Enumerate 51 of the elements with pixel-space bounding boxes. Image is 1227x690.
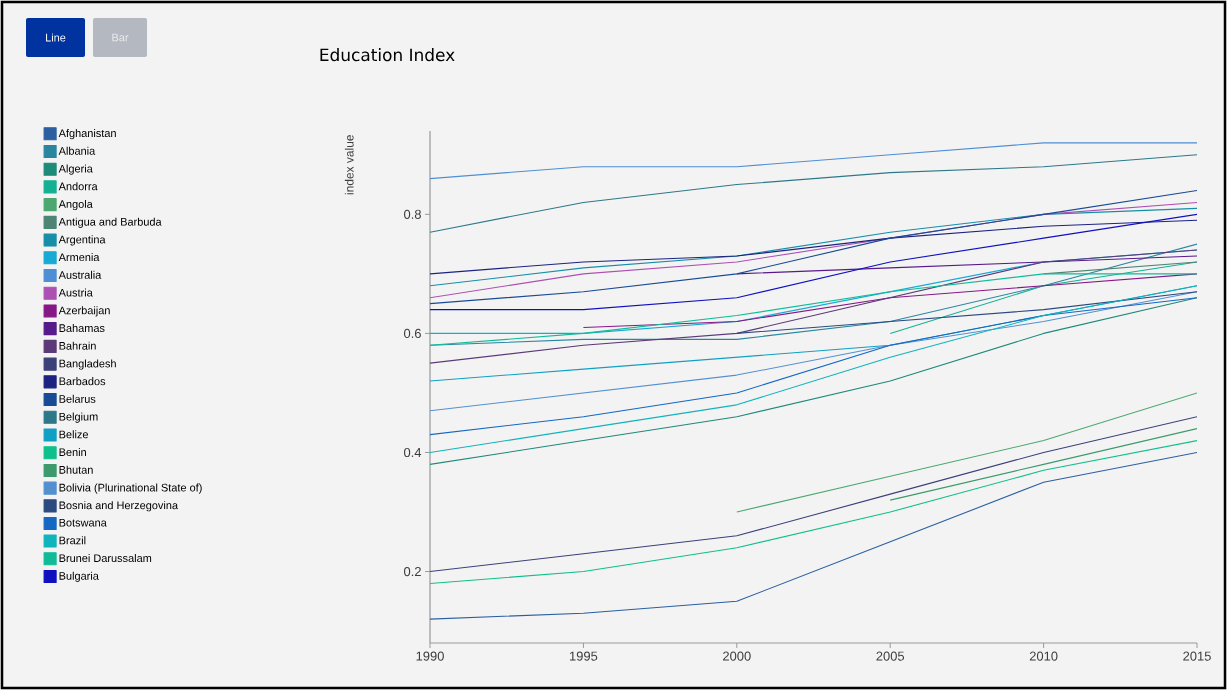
legend-label: Azerbaijan bbox=[58, 306, 110, 317]
x-tick-label: 2005 bbox=[876, 651, 905, 661]
legend-label: Bulgaria bbox=[59, 571, 99, 582]
legend-label: Algeria bbox=[58, 164, 93, 175]
y-tick-label: 0.4 bbox=[404, 447, 422, 458]
legend-label: Australia bbox=[58, 270, 102, 279]
legend-label: Belize bbox=[59, 430, 89, 439]
legend-label: Argentina bbox=[58, 235, 106, 246]
legend-label: Andorra bbox=[58, 182, 98, 191]
legend-label: Bahrain bbox=[59, 341, 96, 350]
legend-label: Albania bbox=[58, 146, 96, 155]
legend-label: Bolivia (Plurinational State of) bbox=[59, 483, 202, 494]
text: Line bbox=[46, 33, 66, 42]
line-series bbox=[430, 297, 1198, 436]
line-series bbox=[430, 207, 1198, 287]
line-series bbox=[430, 451, 1198, 620]
y-tick-label: 0.6 bbox=[404, 328, 421, 338]
legend-label: Barbados bbox=[59, 377, 106, 386]
x-tick-label: 2000 bbox=[723, 651, 751, 661]
legend-label: Belgium bbox=[59, 412, 98, 423]
line-series bbox=[430, 189, 1198, 305]
legend-label: Armenia bbox=[58, 253, 100, 262]
legend-label: Brazil bbox=[59, 536, 86, 545]
y-axis-title: index value bbox=[344, 135, 354, 195]
x-tick-label: 1990 bbox=[416, 651, 444, 661]
line-series bbox=[430, 416, 1198, 573]
x-tick-label: 1995 bbox=[569, 651, 598, 661]
line-series bbox=[430, 213, 1198, 311]
legend-label: Benin bbox=[59, 448, 86, 457]
legend-label: Afghanistan bbox=[58, 129, 116, 140]
legend-label: Antigua and Barbuda bbox=[58, 217, 162, 228]
legend-label: Austria bbox=[58, 288, 93, 297]
line-series bbox=[430, 154, 1198, 233]
legend-label: Angola bbox=[58, 199, 93, 211]
line-series bbox=[736, 291, 1198, 334]
x-tick-label: 2015 bbox=[1183, 651, 1211, 661]
legend-label: Bangladesh bbox=[59, 359, 116, 370]
legend-label: Bhutan bbox=[59, 465, 93, 474]
legend-label: Botswana bbox=[59, 518, 107, 527]
y-tick-label: 0.2 bbox=[404, 566, 421, 577]
x-tick-label: 2010 bbox=[1029, 651, 1058, 661]
legend-label: Bosnia and Herzegovina bbox=[59, 501, 179, 512]
legend-label: Belarus bbox=[59, 394, 96, 403]
line-series bbox=[430, 219, 1198, 275]
chart-title: Education Index bbox=[320, 48, 455, 62]
line-series bbox=[736, 392, 1198, 513]
y-tick-label: 0.8 bbox=[404, 209, 421, 219]
line-series bbox=[430, 142, 1198, 180]
legend-label: Brunei Darussalam bbox=[59, 554, 152, 563]
line-series bbox=[430, 440, 1198, 584]
legend-label: Bahamas bbox=[59, 323, 105, 332]
